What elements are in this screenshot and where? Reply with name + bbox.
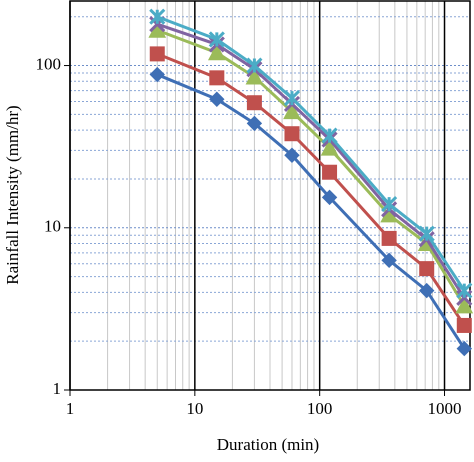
marker [284,126,300,142]
marker [246,95,262,111]
marker [381,196,398,213]
marker [283,102,301,120]
x-tick-label: 10 [186,399,203,418]
plot-frame [69,0,471,391]
x-tick-label: 100 [307,399,333,418]
marker [418,225,435,242]
marker [245,67,264,85]
y-axis-label: Rainfall Intensity (mm/hr) [3,105,22,284]
marker [456,282,473,299]
y-tick-label: 1 [53,379,62,398]
marker [208,31,225,48]
marker [209,91,225,107]
marker [419,282,435,299]
marker [320,139,339,156]
marker [322,164,338,180]
marker [207,43,226,61]
y-tick-label: 100 [36,54,62,73]
marker [149,8,166,25]
marker [456,317,472,333]
marker [209,70,225,86]
marker [456,340,472,357]
marker [419,261,435,277]
marker [321,127,338,144]
marker [381,230,397,246]
x-axis-label: Duration (min) [217,435,319,454]
marker [455,296,474,314]
marker [321,189,338,206]
x-tick-label: 1 [66,399,75,418]
x-tick-label: 1000 [428,399,462,418]
marker [246,115,263,132]
marker [283,90,301,107]
marker [246,57,263,74]
marker [284,147,300,163]
marker [149,46,165,62]
marker [381,252,397,269]
series-line [156,73,466,350]
y-tick-label: 10 [44,217,61,236]
marker [149,66,165,83]
